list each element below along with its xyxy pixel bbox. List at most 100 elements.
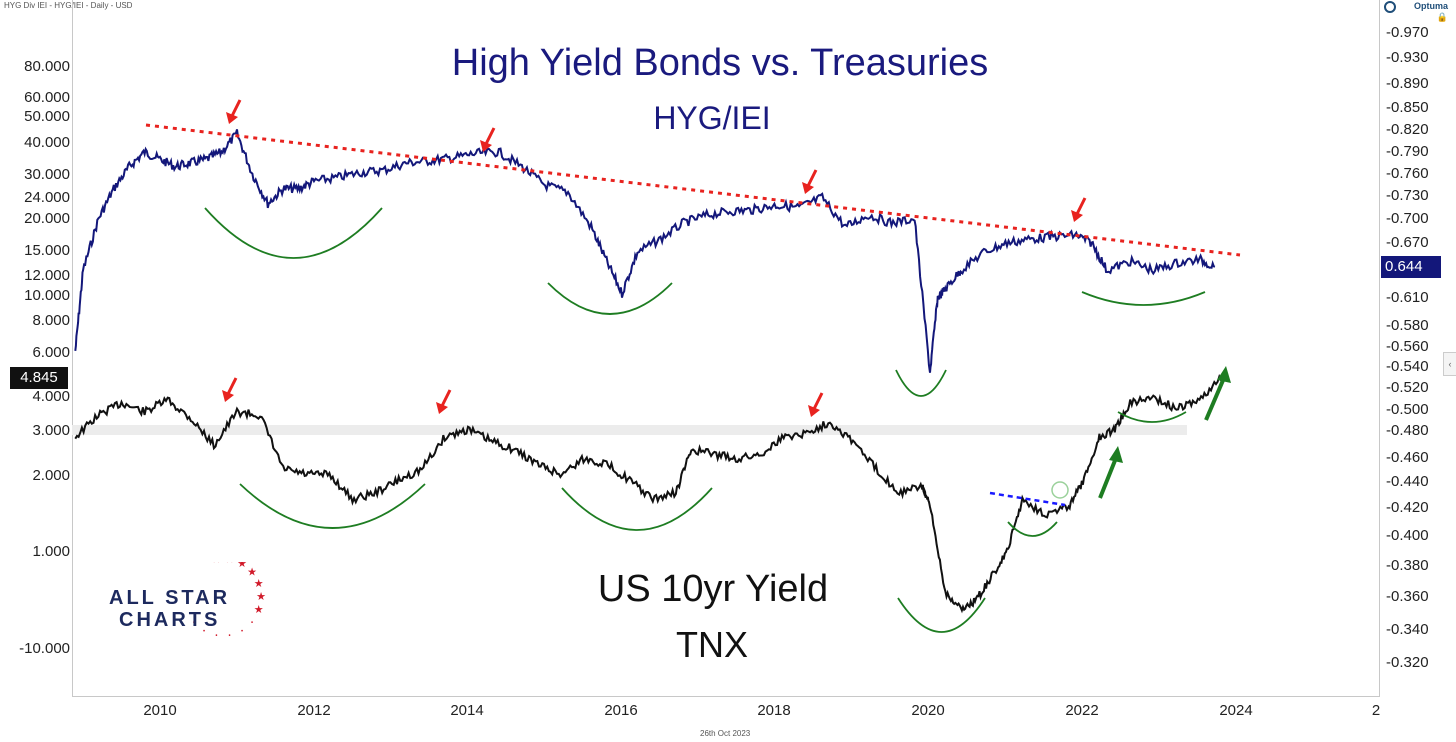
logo-star-icon: • bbox=[241, 629, 243, 635]
logo-star-icon: ★ bbox=[247, 567, 257, 579]
left-axis-tick-label: 3.000 bbox=[32, 422, 70, 439]
green-arc-3 bbox=[895, 369, 947, 397]
logo-line-1: ALL STAR bbox=[109, 587, 231, 609]
left-axis-tick-label: 15.000 bbox=[24, 242, 70, 259]
green-arc-9 bbox=[1117, 411, 1187, 423]
right-axis-tick-label: -0.500 bbox=[1386, 401, 1429, 418]
right-axis-tick-label: -0.320 bbox=[1386, 654, 1429, 671]
plot-frame bbox=[72, 0, 1380, 697]
lock-icon[interactable]: 🔒 bbox=[1436, 12, 1448, 22]
green-up-arrow-1 bbox=[1098, 457, 1118, 499]
right-axis-tick-label: -0.890 bbox=[1386, 75, 1429, 92]
red-down-arrowhead-2 bbox=[480, 140, 492, 152]
right-axis-tick-label: -0.540 bbox=[1386, 358, 1429, 375]
x-axis-tick-label: 2018 bbox=[757, 702, 791, 719]
right-axis-tick-label: -0.970 bbox=[1386, 24, 1429, 41]
green-arc-6 bbox=[561, 487, 713, 531]
x-axis-tick-label: 2014 bbox=[450, 702, 484, 719]
right-axis-tick-label: -0.560 bbox=[1386, 338, 1429, 355]
optuma-logo-icon bbox=[1384, 1, 1396, 13]
left-axis-tick-label: 6.000 bbox=[32, 344, 70, 361]
red-down-arrowhead-5 bbox=[222, 390, 234, 402]
green-up-arrow-2 bbox=[1204, 377, 1226, 421]
logo-star-icon: ★ bbox=[225, 562, 235, 566]
trendline-blue bbox=[989, 491, 1066, 507]
left-axis-tick-label: 30.000 bbox=[24, 166, 70, 183]
left-axis-tick-label: 20.000 bbox=[24, 210, 70, 227]
right-axis-tick-label: -0.460 bbox=[1386, 449, 1429, 466]
right-axis-tick-label: -0.930 bbox=[1386, 49, 1429, 66]
left-axis-tick-label: -10.000 bbox=[19, 640, 70, 657]
right-axis-tick-label: -0.700 bbox=[1386, 210, 1429, 227]
green-arc-4 bbox=[1081, 291, 1206, 306]
chart-title-yield: US 10yr Yield bbox=[597, 568, 829, 610]
green-up-arrowhead-1 bbox=[1109, 446, 1123, 463]
logo-star-icon: ★ bbox=[256, 591, 266, 603]
right-axis-tick-label: -0.480 bbox=[1386, 422, 1429, 439]
red-down-arrowhead-6 bbox=[436, 402, 448, 414]
brand-name: Optuma bbox=[1413, 1, 1448, 11]
red-down-arrowhead-4 bbox=[1071, 210, 1083, 222]
chart-title-ticker: TNX bbox=[676, 624, 748, 665]
series-line-hyg-iei bbox=[74, 129, 1216, 373]
logo-star-icon: • bbox=[251, 620, 253, 626]
right-axis-tick-label: -0.610 bbox=[1386, 289, 1429, 306]
chart-title-ratio: HYG/IEI bbox=[653, 100, 771, 136]
red-down-arrowhead-7 bbox=[808, 405, 820, 417]
right-axis-tick-label: -0.820 bbox=[1386, 121, 1429, 138]
left-axis-tick-label: 2.000 bbox=[32, 467, 70, 484]
logo-star-icon: • bbox=[229, 633, 231, 639]
left-axis-tick-label: 50.000 bbox=[24, 108, 70, 125]
right-axis-tick-label: -0.790 bbox=[1386, 143, 1429, 160]
logo-star-icon: ★ bbox=[237, 562, 247, 570]
right-axis-tick-label: -0.400 bbox=[1386, 527, 1429, 544]
right-axis-tick-label: -0.760 bbox=[1386, 165, 1429, 182]
x-axis-tick-label: 2012 bbox=[297, 702, 331, 719]
tnx-last-value-badge: 4.845 bbox=[10, 367, 68, 389]
right-axis-tick-label: -0.670 bbox=[1386, 234, 1429, 251]
x-axis-tick-label: 2024 bbox=[1219, 702, 1253, 719]
green-arc-5 bbox=[239, 483, 426, 529]
left-axis-tick-label: 1.000 bbox=[32, 543, 70, 560]
logo-stars-icon: ★★★★★★★•••••• bbox=[193, 562, 266, 639]
green-arc-7 bbox=[897, 597, 986, 633]
hyg-last-value-badge: 0.644 bbox=[1381, 256, 1441, 278]
panel-toggle-button[interactable]: ‹ bbox=[1443, 352, 1456, 376]
chart-header-title: HYG Div IEI - HYG/IEI - Daily - USD bbox=[4, 1, 133, 10]
trendline-resistance bbox=[145, 123, 1241, 257]
right-axis-tick-label: -0.360 bbox=[1386, 588, 1429, 605]
right-axis-tick-label: -0.730 bbox=[1386, 187, 1429, 204]
right-axis-tick-label: -0.850 bbox=[1386, 99, 1429, 116]
right-axis-tick-label: -0.440 bbox=[1386, 473, 1429, 490]
left-axis-tick-label: 8.000 bbox=[32, 312, 70, 329]
green-arc-2 bbox=[547, 282, 673, 315]
logo-star-icon: • bbox=[193, 620, 195, 626]
right-axis-tick-label: -0.520 bbox=[1386, 379, 1429, 396]
right-axis-tick-label: -0.340 bbox=[1386, 621, 1429, 638]
green-arc-1 bbox=[204, 207, 383, 259]
x-axis-tick-label: 2020 bbox=[911, 702, 945, 719]
left-axis-tick-label: 40.000 bbox=[24, 134, 70, 151]
green-up-arrowhead-2 bbox=[1217, 366, 1231, 383]
left-axis-tick-label: 4.000 bbox=[32, 388, 70, 405]
right-axis-tick-label: -0.580 bbox=[1386, 317, 1429, 334]
footer-date: 26th Oct 2023 bbox=[700, 729, 751, 738]
logo-star-icon: ★ bbox=[254, 604, 264, 616]
left-axis-tick-label: 10.000 bbox=[24, 287, 70, 304]
left-axis-tick-label: 80.000 bbox=[24, 58, 70, 75]
logo-star-icon: ★ bbox=[211, 562, 221, 566]
right-axis-tick-label: -0.380 bbox=[1386, 557, 1429, 574]
logo-line-2: CHARTS bbox=[119, 609, 221, 631]
left-axis-tick-label: 12.000 bbox=[24, 267, 70, 284]
red-down-arrowhead-1 bbox=[226, 112, 238, 124]
green-arc-8 bbox=[1007, 521, 1058, 537]
all-star-charts-logo: ★★★★★★★•••••• ALL STAR CHARTS bbox=[100, 562, 275, 652]
right-axis-tick-label: -0.420 bbox=[1386, 499, 1429, 516]
chart-title-main: High Yield Bonds vs. Treasuries bbox=[451, 42, 989, 84]
highlight-circle bbox=[1051, 481, 1069, 499]
series-line-tnx bbox=[74, 373, 1224, 614]
left-axis-tick-label: 24.000 bbox=[24, 189, 70, 206]
x-axis-tick-label: 2010 bbox=[143, 702, 177, 719]
red-down-arrowhead-3 bbox=[802, 182, 814, 194]
